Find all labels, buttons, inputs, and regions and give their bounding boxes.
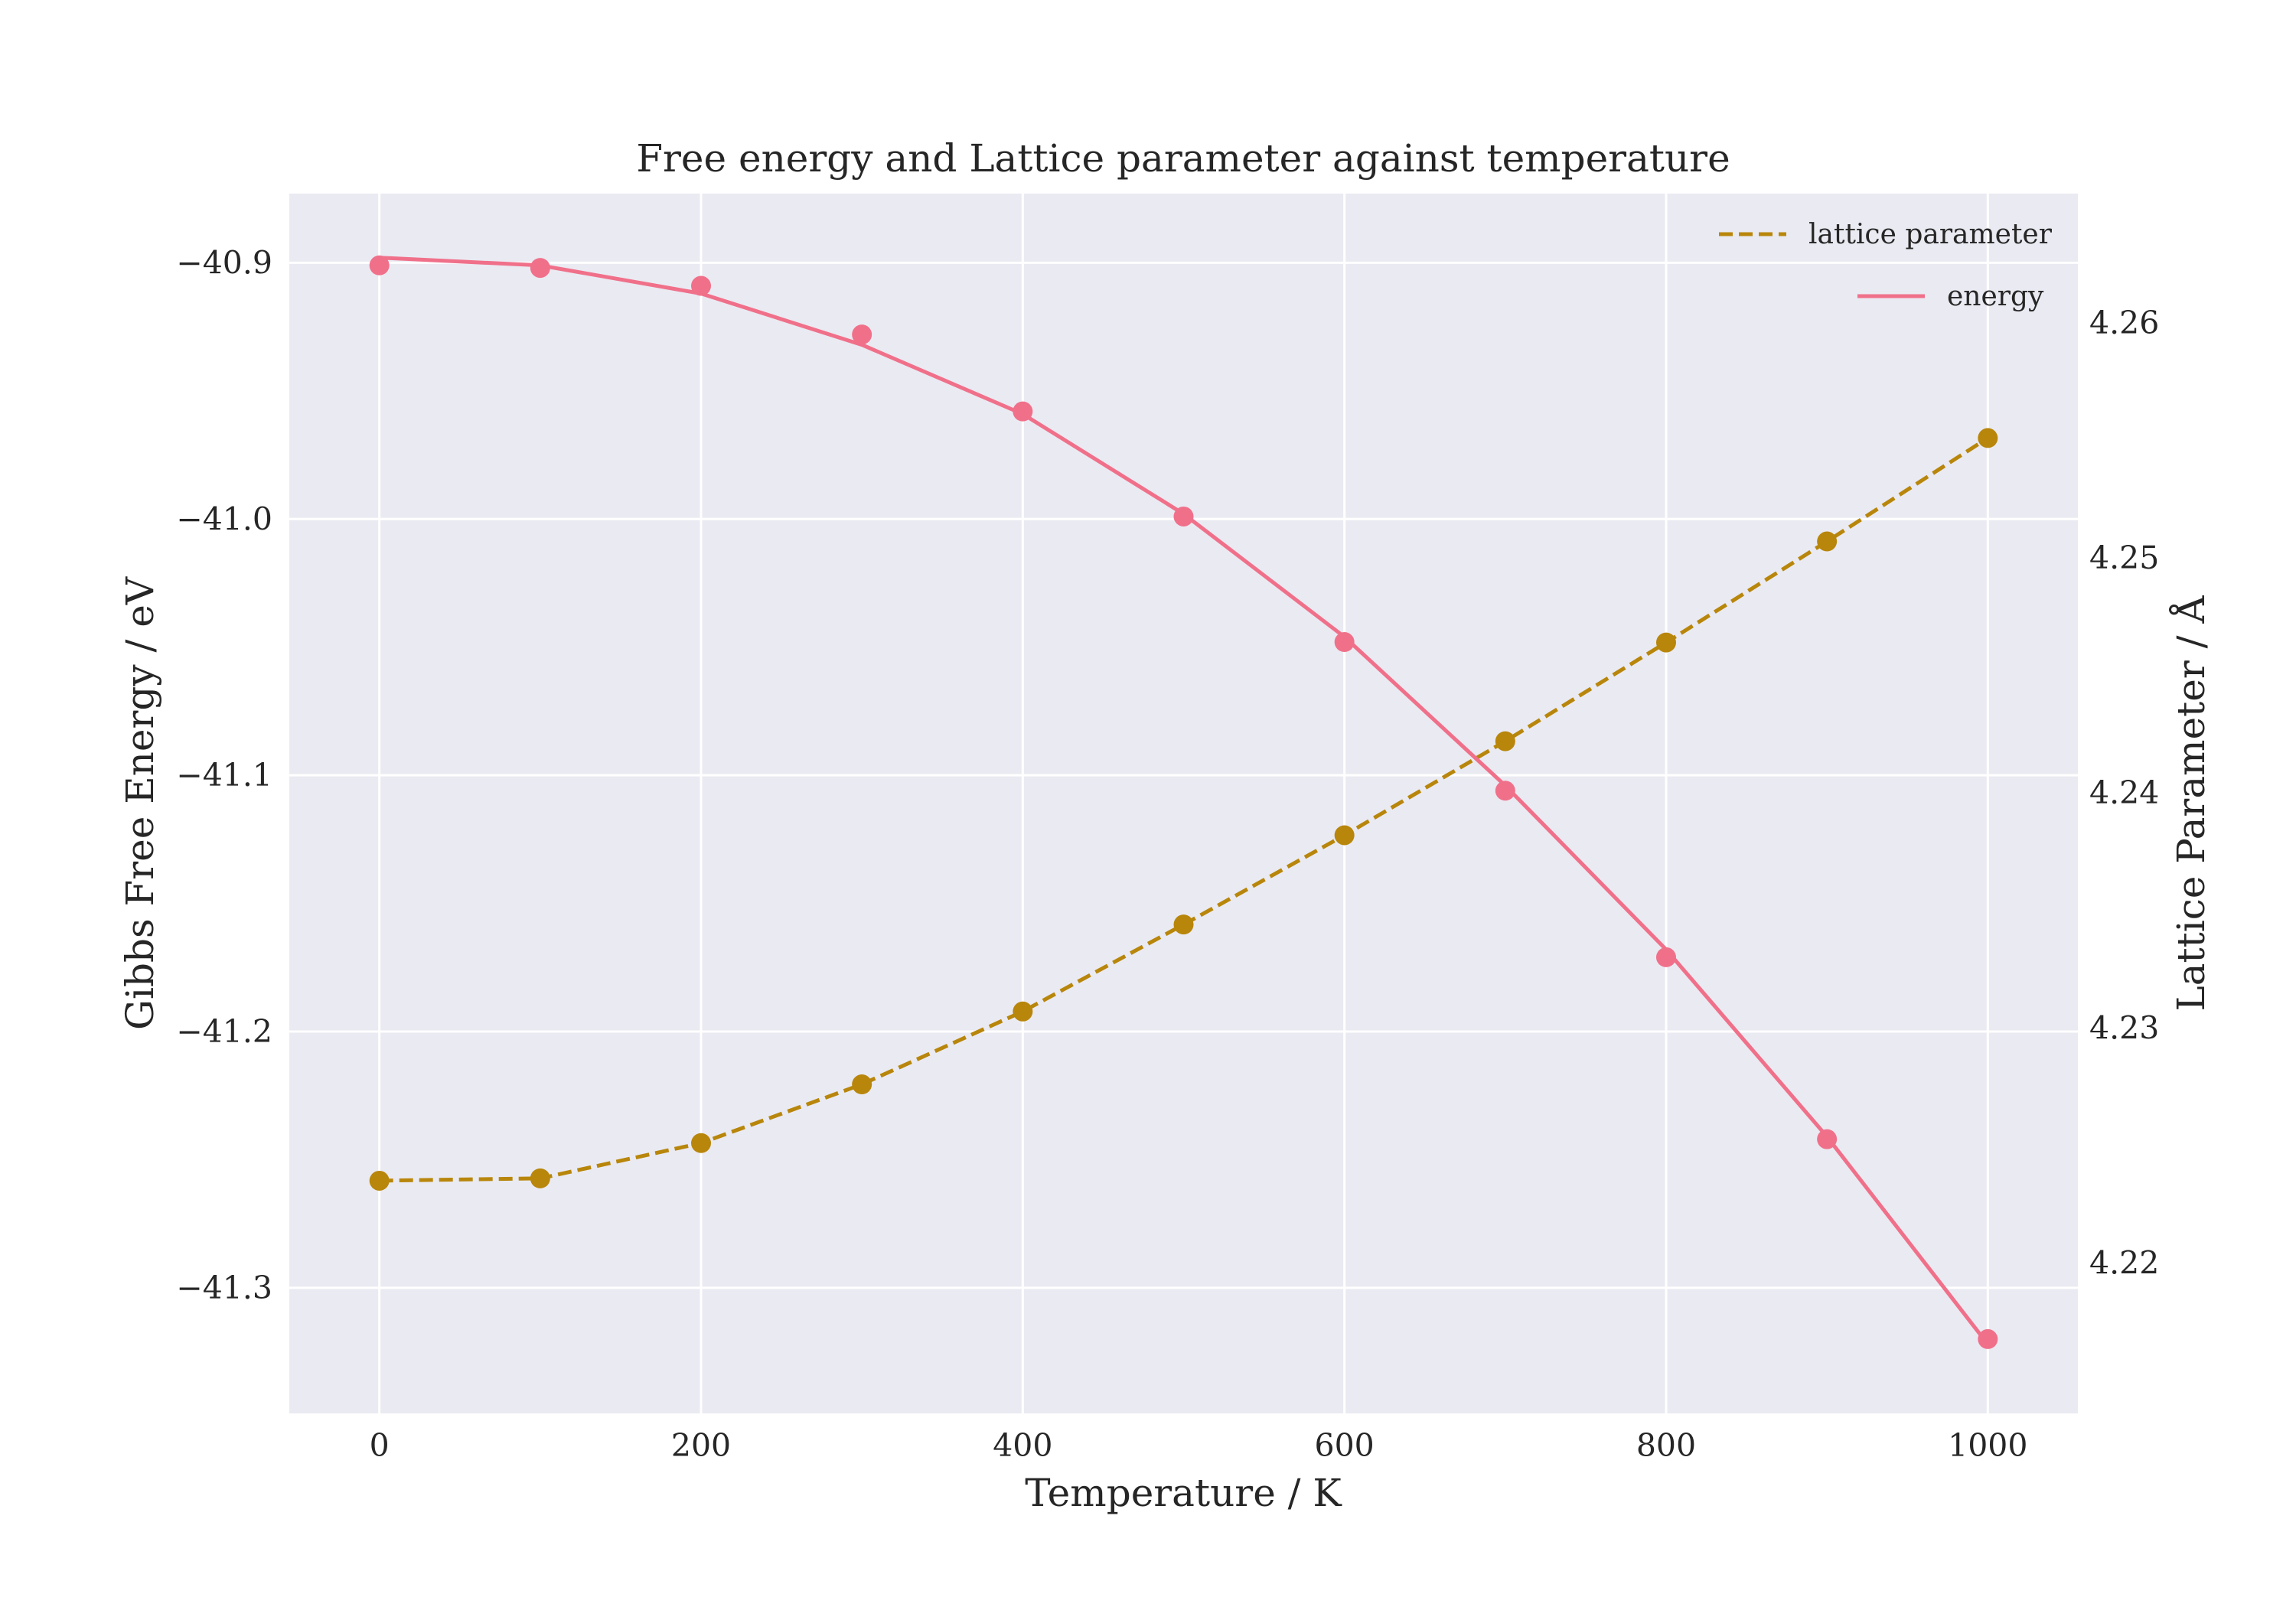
data-point-energy bbox=[530, 258, 550, 279]
series-energy bbox=[369, 255, 1998, 1349]
tick-labels: 0 200 400 600 800 1000 −40.9 −41.0 −41.1 −41.2 −41… bbox=[176, 244, 2159, 1464]
data-point-energy bbox=[691, 275, 712, 296]
y-axis-label: Gibbs Free Energy / eV bbox=[118, 576, 162, 1030]
y-tick-label: −41.2 bbox=[176, 1013, 272, 1050]
data-point-lattice-parameter bbox=[1817, 531, 1838, 552]
data-point-lattice-parameter bbox=[852, 1074, 872, 1095]
x-tick-label: 600 bbox=[1315, 1427, 1375, 1464]
y-tick-label: −41.0 bbox=[176, 500, 272, 537]
x-tick-label: 200 bbox=[671, 1427, 731, 1464]
y2-axis-label: Lattice Parameter / Å bbox=[2168, 595, 2213, 1012]
y-tick-label: −40.9 bbox=[176, 244, 272, 281]
legend: lattice parameter energy bbox=[1719, 219, 2053, 312]
data-point-lattice-parameter bbox=[1334, 825, 1355, 846]
data-point-lattice-parameter bbox=[1978, 428, 1998, 448]
data-point-lattice-parameter bbox=[1655, 632, 1676, 653]
y-tick-label: −41.3 bbox=[176, 1270, 272, 1306]
data-point-energy bbox=[1817, 1129, 1838, 1149]
x-tick-label: 400 bbox=[993, 1427, 1052, 1464]
series-layer bbox=[369, 255, 1998, 1349]
legend-label-lattice-parameter: lattice parameter bbox=[1808, 219, 2053, 250]
y2-tick-label: 4.22 bbox=[2089, 1244, 2159, 1281]
data-point-energy bbox=[369, 255, 390, 275]
data-point-energy bbox=[1334, 632, 1355, 653]
series-lattice-parameter bbox=[369, 428, 1998, 1191]
data-point-energy bbox=[1978, 1328, 1998, 1349]
x-tick-label: 1000 bbox=[1948, 1427, 2027, 1464]
data-point-energy bbox=[852, 324, 872, 345]
data-point-energy bbox=[1655, 947, 1676, 967]
legend-label-energy: energy bbox=[1947, 281, 2044, 312]
data-point-lattice-parameter bbox=[1495, 731, 1515, 751]
y2-tick-label: 4.23 bbox=[2089, 1009, 2159, 1046]
data-point-lattice-parameter bbox=[530, 1168, 550, 1188]
x-axis-label: Temperature / K bbox=[1025, 1471, 1342, 1515]
y-tick-label: −41.1 bbox=[176, 757, 272, 794]
x-tick-label: 0 bbox=[370, 1427, 390, 1464]
data-point-lattice-parameter bbox=[369, 1170, 390, 1191]
data-point-energy bbox=[1013, 401, 1033, 422]
data-point-lattice-parameter bbox=[691, 1133, 712, 1153]
y2-tick-label: 4.26 bbox=[2089, 305, 2159, 341]
y2-tick-label: 4.24 bbox=[2089, 774, 2159, 811]
data-point-lattice-parameter bbox=[1173, 914, 1194, 935]
grid bbox=[289, 194, 2078, 1413]
y2-tick-label: 4.25 bbox=[2089, 539, 2159, 576]
data-point-energy bbox=[1495, 781, 1515, 801]
data-point-energy bbox=[1173, 506, 1194, 526]
x-tick-label: 800 bbox=[1636, 1427, 1696, 1464]
data-point-lattice-parameter bbox=[1013, 1001, 1033, 1022]
chart-title: Free energy and Lattice parameter agains… bbox=[636, 136, 1730, 181]
plot-area bbox=[289, 194, 2078, 1413]
